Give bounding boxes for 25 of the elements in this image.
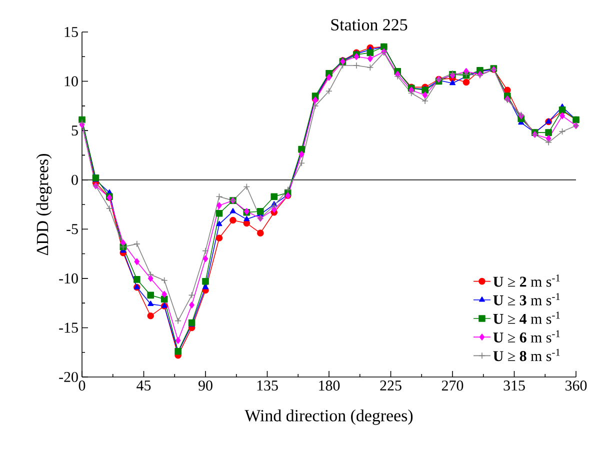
y-tick-label: -15	[59, 322, 78, 333]
y-tick-label: 5	[72, 126, 78, 136]
x-tick-label: 225	[380, 380, 402, 391]
x-tick-label: 45	[136, 380, 151, 390]
x-tick-label: 180	[319, 380, 340, 391]
legend-label: U ≥ 6 m s$^{-1}$	[493, 330, 560, 343]
y-tick-label: 10	[64, 76, 78, 86]
x-tick-label: 315	[504, 380, 525, 391]
y-tick-label: -10	[59, 273, 78, 284]
y-axis-title: ΔDD (degrees)	[36, 154, 52, 256]
x-tick-label: 270	[442, 380, 464, 391]
legend-label: U ≥ 8 m s$^{-1}$	[493, 348, 560, 362]
x-tick-label: 135	[257, 380, 278, 391]
y-tick-label: 15	[64, 26, 78, 37]
x-axis-title: Wind direction (degrees)	[244, 409, 413, 425]
y-tick-label: -20	[59, 372, 78, 382]
y-tick-label: 0	[72, 174, 78, 185]
legend-label: U ≥ 2 m s$^{-1}$	[493, 274, 560, 287]
x-tick-label: 90	[198, 380, 212, 391]
legend-label: U ≥ 3 m s$^{-1}$	[493, 293, 560, 306]
chart-title: Station 225	[331, 19, 408, 31]
y-tick-label: -5	[66, 224, 78, 234]
x-tick-label: 360	[566, 380, 587, 391]
legend-label: U ≥ 4 m s$^{-1}$	[493, 312, 560, 324]
x-tick-label: 0	[78, 380, 86, 391]
